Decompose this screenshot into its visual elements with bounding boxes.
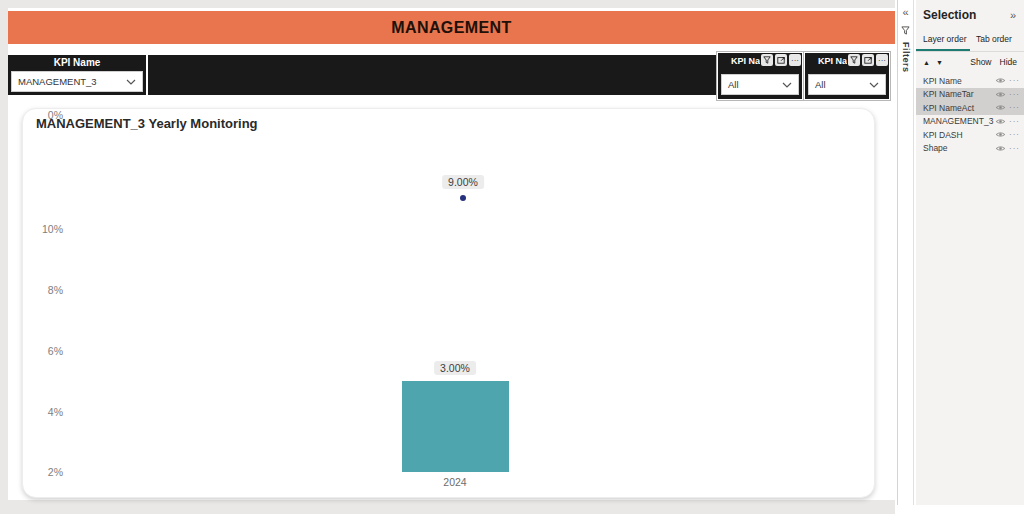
visibility-eye-icon[interactable]	[995, 104, 1006, 111]
visibility-eye-icon[interactable]	[995, 91, 1006, 98]
bar-2024[interactable]	[402, 381, 509, 472]
filter-funnel-icon[interactable]	[761, 54, 773, 66]
layer-more-icon[interactable]: ···	[1009, 144, 1020, 153]
chevron-down-icon	[126, 79, 136, 85]
filter-dropdown-value: All	[728, 79, 739, 90]
y-axis-tick: 10%	[35, 223, 63, 235]
focus-mode-icon[interactable]	[775, 54, 787, 66]
layer-row-kpi-name[interactable]: KPI Name ···	[916, 74, 1024, 88]
layer-list: KPI Name ··· KPI NameTar ··· KPI NameAct…	[916, 74, 1024, 155]
report-canvas: MANAGEMENT KPI Name MANAGEMENT_3 KPI Na …	[8, 8, 895, 500]
filter-slicer-header: KPI Na ···	[718, 53, 802, 68]
visibility-eye-icon[interactable]	[995, 118, 1006, 125]
filter-dropdown-tar[interactable]: All	[721, 74, 799, 95]
expand-filters-icon[interactable]: «	[902, 6, 908, 18]
layer-more-icon[interactable]: ···	[1009, 103, 1020, 112]
visibility-eye-icon[interactable]	[995, 145, 1006, 152]
kpi-dash-shape[interactable]	[148, 55, 716, 95]
more-options-icon[interactable]: ···	[789, 54, 801, 66]
filters-pane-label: Filters	[901, 42, 911, 73]
filter-dropdown-value: All	[815, 79, 826, 90]
layer-label: KPI DASH	[923, 130, 995, 140]
more-options-icon[interactable]: ···	[876, 54, 888, 66]
target-marker-dot[interactable]	[460, 195, 466, 201]
filter-funnel-icon[interactable]	[848, 54, 860, 66]
filter-slicer-header: KPI Na ···	[805, 53, 889, 68]
filter-slicer-title: KPI Na	[718, 56, 760, 66]
move-layer-down-icon[interactable]: ▼	[936, 59, 943, 66]
layer-more-icon[interactable]: ···	[1009, 90, 1020, 99]
layer-row-kpi-nametar[interactable]: KPI NameTar ···	[916, 88, 1024, 102]
chevron-down-icon	[869, 82, 879, 88]
y-axis-tick: 0%	[35, 109, 63, 121]
focus-mode-icon[interactable]	[862, 54, 874, 66]
chevron-down-icon	[782, 82, 792, 88]
layer-label: KPI NameAct	[923, 103, 995, 113]
filters-pane-collapsed[interactable]: « Filters	[897, 0, 914, 505]
layer-label: KPI NameTar	[923, 89, 995, 99]
layer-label: KPI Name	[923, 76, 995, 86]
move-layer-up-icon[interactable]: ▲	[923, 59, 930, 66]
filter-slicer-tar[interactable]: KPI Na ··· All	[718, 53, 802, 99]
tab-layer-order[interactable]: Layer order	[916, 31, 970, 51]
target-data-label: 9.00%	[442, 175, 484, 189]
layer-label: Shape	[923, 143, 995, 153]
layer-label: MANAGEMENT_3 Yearl...	[923, 116, 995, 126]
tab-tab-order[interactable]: Tab order	[970, 31, 1024, 51]
layer-more-icon[interactable]: ···	[1009, 76, 1020, 85]
bar-data-label: 3.00%	[434, 361, 476, 375]
show-all-button[interactable]: Show	[970, 57, 991, 67]
filters-funnel-icon	[901, 26, 910, 35]
kpi-name-dropdown[interactable]: MANAGEMENT_3	[11, 71, 143, 92]
selection-pane-title: Selection	[923, 8, 976, 22]
chart-title: MANAGEMENT_3 Yearly Monitoring	[36, 116, 258, 131]
selection-pane: Selection » Layer order Tab order ▲ ▼ Sh…	[916, 0, 1024, 505]
visibility-eye-icon[interactable]	[995, 131, 1006, 138]
layer-more-icon[interactable]: ···	[1009, 117, 1020, 126]
collapse-pane-icon[interactable]: »	[1010, 9, 1016, 21]
kpi-name-slicer[interactable]: KPI Name MANAGEMENT_3	[8, 55, 146, 95]
yearly-monitoring-chart[interactable]: MANAGEMENT_3 Yearly Monitoring 10% 8% 6%…	[22, 108, 875, 498]
layer-row-kpi-dash[interactable]: KPI DASH ···	[916, 128, 1024, 142]
kpi-slicer-title: KPI Name	[8, 55, 146, 68]
filter-slicer-act[interactable]: KPI Na ··· All	[805, 53, 889, 99]
title-banner: MANAGEMENT	[8, 11, 895, 44]
layer-row-kpi-nameact[interactable]: KPI NameAct ···	[916, 101, 1024, 115]
y-axis-tick: 2%	[35, 466, 63, 478]
layer-row-management3-chart[interactable]: MANAGEMENT_3 Yearl... ···	[916, 115, 1024, 129]
filter-dropdown-act[interactable]: All	[808, 74, 886, 95]
layer-more-icon[interactable]: ···	[1009, 130, 1020, 139]
layer-row-shape[interactable]: Shape ···	[916, 142, 1024, 156]
kpi-dropdown-value: MANAGEMENT_3	[18, 76, 97, 87]
y-axis-tick: 8%	[35, 284, 63, 296]
y-axis-tick: 6%	[35, 345, 63, 357]
visibility-eye-icon[interactable]	[995, 77, 1006, 84]
x-axis-category-label: 2024	[443, 476, 466, 488]
hide-all-button[interactable]: Hide	[1000, 57, 1017, 67]
page-title: MANAGEMENT	[391, 19, 511, 37]
filter-slicer-title: KPI Na	[805, 56, 847, 66]
y-axis-tick: 4%	[35, 406, 63, 418]
